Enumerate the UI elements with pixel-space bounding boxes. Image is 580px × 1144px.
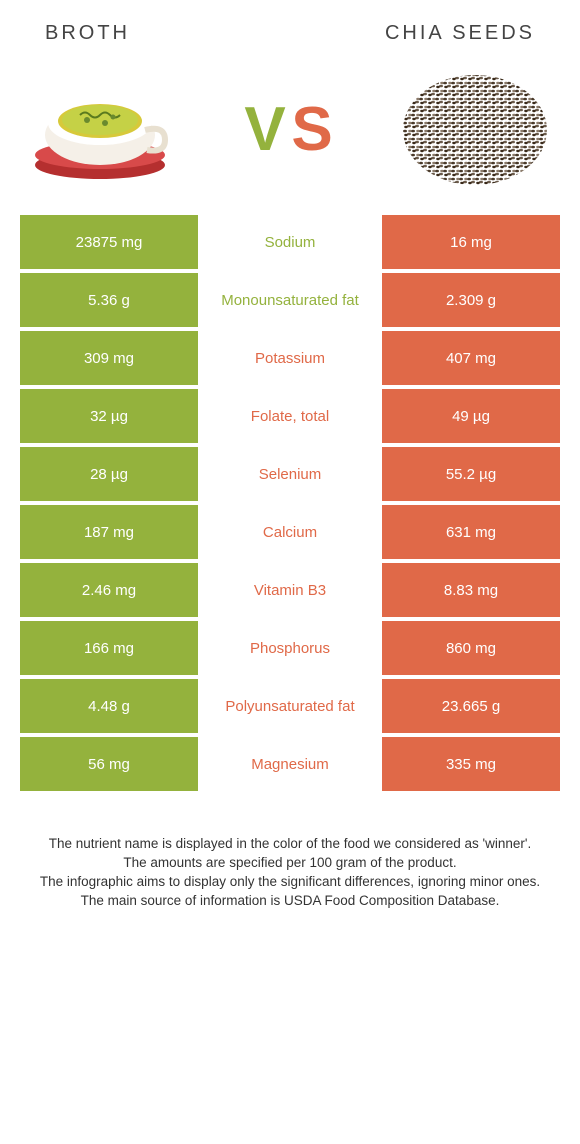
left-value: 32 µg [20, 389, 198, 443]
right-value: 16 mg [382, 215, 560, 269]
table-row: 309 mgPotassium407 mg [20, 331, 560, 385]
vs-graphic: V S [230, 88, 350, 173]
v-letter: V [244, 95, 285, 164]
right-value: 860 mg [382, 621, 560, 675]
s-letter: S [291, 95, 332, 164]
left-value: 309 mg [20, 331, 198, 385]
left-value: 166 mg [20, 621, 198, 675]
right-value: 49 µg [382, 389, 560, 443]
table-row: 187 mgCalcium631 mg [20, 505, 560, 559]
right-value: 2.309 g [382, 273, 560, 327]
table-row: 2.46 mgVitamin B38.83 mg [20, 563, 560, 617]
comparison-table: 23875 mgSodium16 mg5.36 gMonounsaturated… [0, 215, 580, 791]
left-value: 23875 mg [20, 215, 198, 269]
right-value: 631 mg [382, 505, 560, 559]
images-row: V S [0, 55, 580, 215]
chia-seeds-image [395, 65, 555, 195]
footer-line-4: The main source of information is USDA F… [30, 892, 550, 911]
left-value: 4.48 g [20, 679, 198, 733]
left-value: 187 mg [20, 505, 198, 559]
footer-line-3: The infographic aims to display only the… [30, 873, 550, 892]
nutrient-name: Selenium [198, 447, 382, 501]
left-value: 5.36 g [20, 273, 198, 327]
nutrient-name: Magnesium [198, 737, 382, 791]
right-value: 55.2 µg [382, 447, 560, 501]
nutrient-name: Calcium [198, 505, 382, 559]
nutrient-name: Monounsaturated fat [198, 273, 382, 327]
footer-notes: The nutrient name is displayed in the co… [0, 795, 580, 931]
right-food-label: CHIA SEEDS [385, 22, 535, 45]
nutrient-name: Vitamin B3 [198, 563, 382, 617]
left-food-label: BROTH [45, 22, 130, 45]
nutrient-name: Phosphorus [198, 621, 382, 675]
footer-line-2: The amounts are specified per 100 gram o… [30, 854, 550, 873]
right-value: 8.83 mg [382, 563, 560, 617]
nutrient-name: Sodium [198, 215, 382, 269]
left-value: 2.46 mg [20, 563, 198, 617]
table-row: 166 mgPhosphorus860 mg [20, 621, 560, 675]
table-row: 56 mgMagnesium335 mg [20, 737, 560, 791]
right-value: 407 mg [382, 331, 560, 385]
header-row: BROTH CHIA SEEDS [0, 0, 580, 55]
footer-line-1: The nutrient name is displayed in the co… [30, 835, 550, 854]
table-row: 23875 mgSodium16 mg [20, 215, 560, 269]
table-row: 4.48 gPolyunsaturated fat23.665 g [20, 679, 560, 733]
broth-image [25, 65, 185, 195]
right-value: 335 mg [382, 737, 560, 791]
table-row: 28 µgSelenium55.2 µg [20, 447, 560, 501]
right-value: 23.665 g [382, 679, 560, 733]
nutrient-name: Potassium [198, 331, 382, 385]
nutrient-name: Folate, total [198, 389, 382, 443]
left-value: 28 µg [20, 447, 198, 501]
nutrient-name: Polyunsaturated fat [198, 679, 382, 733]
table-row: 32 µgFolate, total49 µg [20, 389, 560, 443]
table-row: 5.36 gMonounsaturated fat2.309 g [20, 273, 560, 327]
left-value: 56 mg [20, 737, 198, 791]
